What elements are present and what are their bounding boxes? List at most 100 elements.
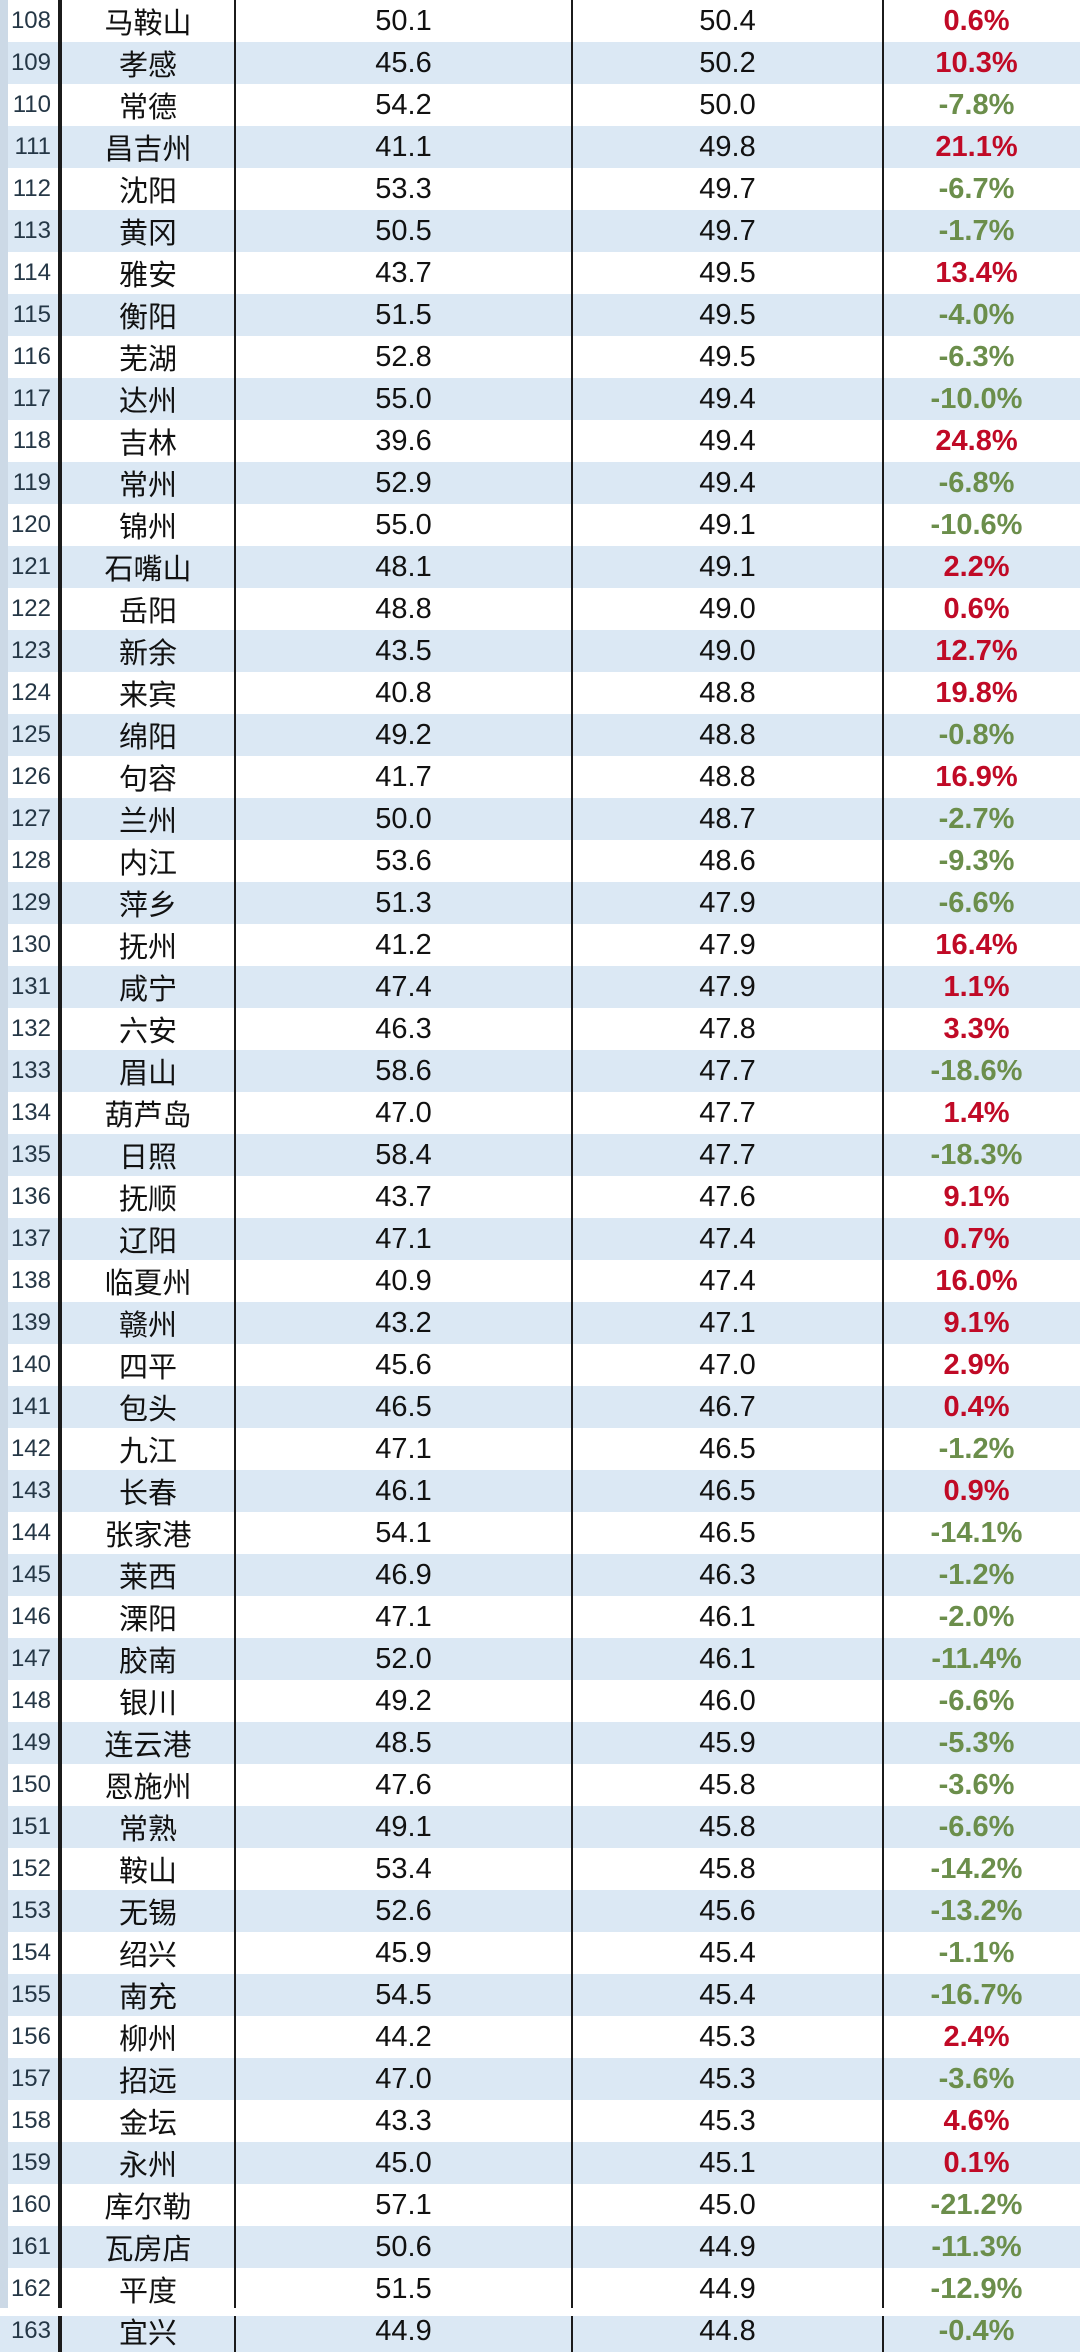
- table-row: 122 岳阳 48.8 49.0 0.6%: [0, 588, 1080, 630]
- value-col-2: 47.7: [573, 1134, 884, 1176]
- rank-number: 117: [0, 378, 62, 420]
- table-row: 120 锦州 55.0 49.1 -10.6%: [0, 504, 1080, 546]
- table-row: 159 永州 45.0 45.1 0.1%: [0, 2142, 1080, 2184]
- rank-number: 113: [0, 210, 62, 252]
- city-name: 永州: [62, 2142, 236, 2184]
- value-col-1: 44.9: [236, 2310, 573, 2352]
- value-col-2: 50.0: [573, 84, 884, 126]
- value-col-1: 51.5: [236, 294, 573, 336]
- value-col-2: 46.7: [573, 1386, 884, 1428]
- table-row: 152 鞍山 53.4 45.8 -14.2%: [0, 1848, 1080, 1890]
- rank-number: 149: [0, 1722, 62, 1764]
- rank-number: 156: [0, 2016, 62, 2058]
- value-col-2: 49.7: [573, 168, 884, 210]
- city-name: 葫芦岛: [62, 1092, 236, 1134]
- rank-number: 148: [0, 1680, 62, 1722]
- rank-number: 124: [0, 672, 62, 714]
- rank-number: 120: [0, 504, 62, 546]
- change-percent: 16.9%: [935, 760, 1018, 793]
- change-percent: -13.2%: [930, 1894, 1023, 1927]
- rank-number: 137: [0, 1218, 62, 1260]
- city-name: 内江: [62, 840, 236, 882]
- city-name: 莱西: [62, 1554, 236, 1596]
- change-percent: -6.6%: [938, 1810, 1015, 1843]
- change-percent: 0.4%: [943, 1390, 1010, 1423]
- table-row: 125 绵阳 49.2 48.8 -0.8%: [0, 714, 1080, 756]
- table-row: 110 常德 54.2 50.0 -7.8%: [0, 84, 1080, 126]
- city-name: 溧阳: [62, 1596, 236, 1638]
- city-name: 连云港: [62, 1722, 236, 1764]
- value-col-1: 47.1: [236, 1428, 573, 1470]
- change-percent: 1.4%: [943, 1096, 1010, 1129]
- city-name: 句容: [62, 756, 236, 798]
- change-percent: 2.4%: [943, 2020, 1010, 2053]
- table-row: 108 马鞍山 50.1 50.4 0.6%: [0, 0, 1080, 42]
- table-row: 136 抚顺 43.7 47.6 9.1%: [0, 1176, 1080, 1218]
- value-col-2: 45.8: [573, 1806, 884, 1848]
- value-col-2: 47.9: [573, 882, 884, 924]
- table-row: 129 萍乡 51.3 47.9 -6.6%: [0, 882, 1080, 924]
- rank-number: 130: [0, 924, 62, 966]
- value-col-2: 46.5: [573, 1470, 884, 1512]
- rank-number: 132: [0, 1008, 62, 1050]
- table-row: 109 孝感 45.6 50.2 10.3%: [0, 42, 1080, 84]
- bottom-margin: [0, 2308, 1080, 2316]
- value-col-1: 43.3: [236, 2100, 573, 2142]
- change-percent: 0.9%: [943, 1474, 1010, 1507]
- change-percent: 3.3%: [943, 1012, 1010, 1045]
- change-percent: -16.7%: [930, 1978, 1023, 2011]
- city-name: 银川: [62, 1680, 236, 1722]
- table-row: 157 招远 47.0 45.3 -3.6%: [0, 2058, 1080, 2100]
- value-col-1: 41.2: [236, 924, 573, 966]
- table-row: 121 石嘴山 48.1 49.1 2.2%: [0, 546, 1080, 588]
- change-percent: -21.2%: [930, 2188, 1023, 2221]
- value-col-2: 49.8: [573, 126, 884, 168]
- city-name: 包头: [62, 1386, 236, 1428]
- city-name: 辽阳: [62, 1218, 236, 1260]
- value-col-2: 45.8: [573, 1848, 884, 1890]
- city-name: 胶南: [62, 1638, 236, 1680]
- value-col-1: 47.6: [236, 1764, 573, 1806]
- city-name: 常德: [62, 84, 236, 126]
- value-col-1: 50.1: [236, 0, 573, 42]
- city-name: 孝感: [62, 42, 236, 84]
- city-name: 岳阳: [62, 588, 236, 630]
- change-percent: 9.1%: [943, 1306, 1010, 1339]
- city-name: 石嘴山: [62, 546, 236, 588]
- value-col-1: 53.3: [236, 168, 573, 210]
- city-name: 四平: [62, 1344, 236, 1386]
- city-name: 恩施州: [62, 1764, 236, 1806]
- table-row: 155 南充 54.5 45.4 -16.7%: [0, 1974, 1080, 2016]
- city-name: 六安: [62, 1008, 236, 1050]
- value-col-1: 48.1: [236, 546, 573, 588]
- city-name: 眉山: [62, 1050, 236, 1092]
- table-row: 137 辽阳 47.1 47.4 0.7%: [0, 1218, 1080, 1260]
- rank-number: 160: [0, 2184, 62, 2226]
- change-percent: -5.3%: [938, 1726, 1015, 1759]
- table-row: 131 咸宁 47.4 47.9 1.1%: [0, 966, 1080, 1008]
- value-col-2: 48.8: [573, 672, 884, 714]
- city-name: 平度: [62, 2268, 236, 2310]
- table-row: 132 六安 46.3 47.8 3.3%: [0, 1008, 1080, 1050]
- change-percent: -1.1%: [938, 1936, 1015, 1969]
- rank-number: 126: [0, 756, 62, 798]
- table-row: 114 雅安 43.7 49.5 13.4%: [0, 252, 1080, 294]
- city-name: 常熟: [62, 1806, 236, 1848]
- table-row: 138 临夏州 40.9 47.4 16.0%: [0, 1260, 1080, 1302]
- value-col-2: 46.5: [573, 1428, 884, 1470]
- change-percent: -9.3%: [938, 844, 1015, 877]
- value-col-2: 49.1: [573, 546, 884, 588]
- rank-number: 122: [0, 588, 62, 630]
- value-col-1: 41.7: [236, 756, 573, 798]
- value-col-2: 50.2: [573, 42, 884, 84]
- rank-number: 114: [0, 252, 62, 294]
- value-col-2: 46.1: [573, 1638, 884, 1680]
- table-row: 112 沈阳 53.3 49.7 -6.7%: [0, 168, 1080, 210]
- change-percent: -2.0%: [938, 1600, 1015, 1633]
- city-name: 吉林: [62, 420, 236, 462]
- city-name: 抚顺: [62, 1176, 236, 1218]
- rank-number: 123: [0, 630, 62, 672]
- change-percent: 0.6%: [943, 592, 1010, 625]
- rank-number: 134: [0, 1092, 62, 1134]
- change-percent: -14.2%: [930, 1852, 1023, 1885]
